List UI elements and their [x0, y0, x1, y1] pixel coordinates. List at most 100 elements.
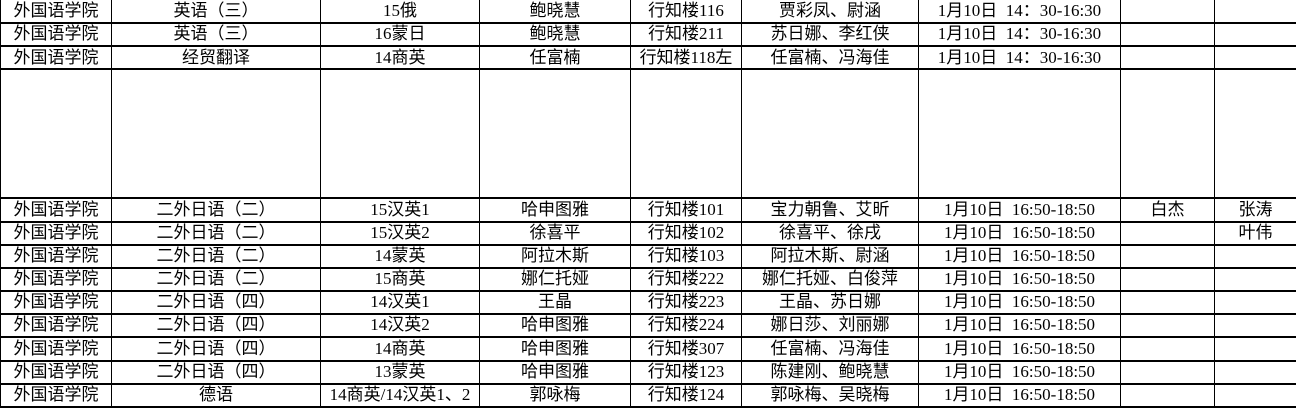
cell-note-2[interactable]: [1214, 336, 1296, 362]
cell-note-1[interactable]: [1120, 382, 1215, 408]
cell-teacher[interactable]: 任富楠: [479, 45, 631, 71]
cell-course[interactable]: 英语（三）: [111, 0, 321, 25]
cell-course[interactable]: 二外日语（二）: [111, 197, 321, 223]
cell-invigilators[interactable]: 徐喜平、徐戌: [741, 220, 919, 246]
cell-room[interactable]: 行知楼222: [630, 266, 742, 293]
cell-invigilators[interactable]: 娜日莎、刘丽娜: [741, 313, 919, 339]
cell-note-2[interactable]: [1214, 313, 1296, 339]
cell-room[interactable]: 行知楼103: [630, 243, 742, 269]
cell-note-2[interactable]: [1214, 0, 1296, 25]
cell-college[interactable]: 外国语学院: [0, 197, 112, 223]
cell-invigilators[interactable]: 宝力朝鲁、艾昕: [741, 197, 919, 223]
cell-datetime[interactable]: 1月10日 14：30-16:30: [918, 0, 1121, 25]
cell-datetime[interactable]: 1月10日 14：30-16:30: [918, 45, 1121, 71]
cell-invigilators[interactable]: [741, 68, 919, 200]
cell-note-1[interactable]: [1120, 290, 1215, 316]
cell-datetime[interactable]: 1月10日 16:50-18:50: [918, 382, 1121, 408]
cell-class[interactable]: [320, 68, 480, 200]
cell-course[interactable]: [111, 68, 321, 200]
cell-invigilators[interactable]: 苏日娜、李红侠: [741, 22, 919, 48]
cell-class[interactable]: 14汉英2: [320, 313, 480, 339]
cell-college[interactable]: 外国语学院: [0, 220, 112, 246]
cell-note-2[interactable]: [1214, 243, 1296, 269]
cell-datetime[interactable]: 1月10日 14：30-16:30: [918, 22, 1121, 48]
cell-class[interactable]: 16蒙日: [320, 22, 480, 48]
cell-teacher[interactable]: 鲍晓慧: [479, 0, 631, 25]
cell-class[interactable]: 15汉英1: [320, 197, 480, 223]
cell-college[interactable]: 外国语学院: [0, 359, 112, 385]
cell-college[interactable]: 外国语学院: [0, 22, 112, 48]
cell-note-1[interactable]: 白杰: [1120, 197, 1215, 223]
cell-college[interactable]: 外国语学院: [0, 0, 112, 25]
cell-invigilators[interactable]: 王晶、苏日娜: [741, 290, 919, 316]
cell-room[interactable]: 行知楼124: [630, 382, 742, 408]
cell-datetime[interactable]: 1月10日 16:50-18:50: [918, 359, 1121, 385]
cell-note-2[interactable]: [1214, 68, 1296, 200]
cell-class[interactable]: 13蒙英: [320, 359, 480, 385]
cell-course[interactable]: 二外日语（四）: [111, 336, 321, 362]
cell-room[interactable]: 行知楼223: [630, 290, 742, 316]
cell-datetime[interactable]: 1月10日 16:50-18:50: [918, 336, 1121, 362]
cell-college[interactable]: 外国语学院: [0, 266, 112, 293]
cell-room[interactable]: 行知楼123: [630, 359, 742, 385]
cell-course[interactable]: 德语: [111, 382, 321, 408]
cell-college[interactable]: 外国语学院: [0, 243, 112, 269]
cell-college[interactable]: 外国语学院: [0, 336, 112, 362]
cell-teacher[interactable]: 阿拉木斯: [479, 243, 631, 269]
cell-room[interactable]: 行知楼224: [630, 313, 742, 339]
cell-invigilators[interactable]: 郭咏梅、吴晓梅: [741, 382, 919, 408]
cell-course[interactable]: 二外日语（四）: [111, 290, 321, 316]
cell-teacher[interactable]: 哈申图雅: [479, 359, 631, 385]
cell-class[interactable]: 15俄: [320, 0, 480, 25]
cell-course[interactable]: 经贸翻译: [111, 45, 321, 71]
cell-room[interactable]: 行知楼118左: [630, 45, 742, 71]
cell-note-1[interactable]: [1120, 243, 1215, 269]
cell-class[interactable]: 14商英: [320, 45, 480, 71]
cell-invigilators[interactable]: 陈建刚、鲍晓慧: [741, 359, 919, 385]
cell-teacher[interactable]: 哈申图雅: [479, 313, 631, 339]
cell-note-1[interactable]: [1120, 313, 1215, 339]
cell-college[interactable]: 外国语学院: [0, 382, 112, 408]
cell-note-2[interactable]: [1214, 266, 1296, 293]
cell-note-2[interactable]: [1214, 45, 1296, 71]
cell-class[interactable]: 14商英: [320, 336, 480, 362]
cell-teacher[interactable]: 徐喜平: [479, 220, 631, 246]
cell-datetime[interactable]: 1月10日 16:50-18:50: [918, 243, 1121, 269]
cell-room[interactable]: [630, 68, 742, 200]
cell-note-1[interactable]: [1120, 45, 1215, 71]
cell-invigilators[interactable]: 阿拉木斯、尉涵: [741, 243, 919, 269]
cell-datetime[interactable]: 1月10日 16:50-18:50: [918, 290, 1121, 316]
cell-class[interactable]: 15汉英2: [320, 220, 480, 246]
cell-invigilators[interactable]: 贾彩凤、尉涵: [741, 0, 919, 25]
cell-note-1[interactable]: [1120, 68, 1215, 200]
cell-datetime[interactable]: 1月10日 16:50-18:50: [918, 220, 1121, 246]
cell-course[interactable]: 英语（三）: [111, 22, 321, 48]
cell-datetime[interactable]: 1月10日 16:50-18:50: [918, 313, 1121, 339]
cell-course[interactable]: 二外日语（四）: [111, 359, 321, 385]
cell-teacher[interactable]: [479, 68, 631, 200]
cell-note-1[interactable]: [1120, 359, 1215, 385]
cell-note-2[interactable]: [1214, 290, 1296, 316]
cell-room[interactable]: 行知楼102: [630, 220, 742, 246]
cell-class[interactable]: 14蒙英: [320, 243, 480, 269]
cell-class[interactable]: 14商英/14汉英1、2: [320, 382, 480, 408]
cell-datetime[interactable]: [918, 68, 1121, 200]
cell-college[interactable]: [0, 68, 112, 200]
cell-teacher[interactable]: 王晶: [479, 290, 631, 316]
cell-college[interactable]: 外国语学院: [0, 45, 112, 71]
cell-datetime[interactable]: 1月10日 16:50-18:50: [918, 197, 1121, 223]
cell-room[interactable]: 行知楼211: [630, 22, 742, 48]
cell-note-1[interactable]: [1120, 266, 1215, 293]
cell-college[interactable]: 外国语学院: [0, 313, 112, 339]
cell-course[interactable]: 二外日语（二）: [111, 220, 321, 246]
cell-room[interactable]: 行知楼307: [630, 336, 742, 362]
cell-datetime[interactable]: 1月10日 16:50-18:50: [918, 266, 1121, 293]
cell-note-1[interactable]: [1120, 220, 1215, 246]
cell-teacher[interactable]: 哈申图雅: [479, 197, 631, 223]
cell-room[interactable]: 行知楼101: [630, 197, 742, 223]
cell-course[interactable]: 二外日语（二）: [111, 266, 321, 293]
cell-college[interactable]: 外国语学院: [0, 290, 112, 316]
cell-note-2[interactable]: 叶伟: [1214, 220, 1296, 246]
cell-invigilators[interactable]: 任富楠、冯海佳: [741, 336, 919, 362]
cell-invigilators[interactable]: 任富楠、冯海佳: [741, 45, 919, 71]
